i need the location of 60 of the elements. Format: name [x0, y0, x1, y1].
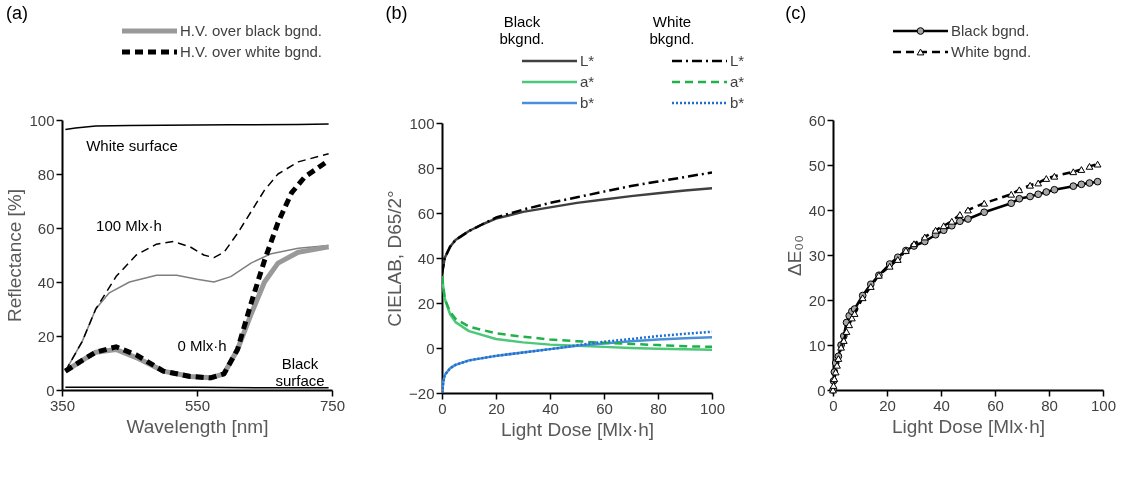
- x-tick-label: 550: [184, 396, 211, 414]
- legend-label: a*: [580, 73, 595, 90]
- y-tick-label: 0: [46, 381, 55, 399]
- x-tick-label: 750: [319, 396, 346, 414]
- y-tick-label: −20: [409, 384, 435, 402]
- chart-title: (b): [385, 3, 408, 23]
- x-tick-label: 0: [829, 396, 838, 414]
- y-tick-label: 40: [37, 273, 55, 291]
- y-tick-label: 60: [417, 204, 435, 222]
- y-tick-label: 80: [417, 159, 435, 177]
- annotation: Black surface: [275, 355, 325, 389]
- y-tick-label: 0: [426, 339, 435, 357]
- legend-label: H.V. over white bgnd.: [180, 43, 323, 60]
- chart-title: (c): [785, 3, 807, 23]
- x-tick-label: 350: [49, 396, 76, 414]
- x-tick-label: 80: [1041, 396, 1058, 414]
- y-tick-label: 30: [808, 246, 826, 264]
- x-tick-label: 100: [699, 399, 726, 417]
- y-tick-label: 80: [37, 165, 55, 183]
- x-tick-label: 80: [650, 399, 667, 417]
- x-axis-title: Wavelength [nm]: [126, 415, 269, 437]
- annotation: 100 Mlx·h: [96, 217, 162, 234]
- x-tick-label: 40: [542, 399, 559, 417]
- y-tick-label: 10: [808, 336, 826, 354]
- x-tick-label: 40: [933, 396, 950, 414]
- x-axis-title: Light Dose [Mlx·h]: [500, 418, 655, 440]
- y-axis-title: CIELAB, D65/2°: [384, 190, 406, 327]
- y-tick-label: 20: [417, 294, 435, 312]
- legend-label: L*: [730, 52, 745, 69]
- x-tick-label: 60: [596, 399, 613, 417]
- chart-title: (a): [5, 3, 28, 23]
- text: White bkgnd.: [649, 13, 695, 47]
- legend-label: H.V. over black bgnd.: [180, 22, 323, 39]
- y-tick-label: 60: [37, 219, 55, 237]
- y-tick-label: 0: [817, 381, 826, 399]
- x-axis-title: Light Dose [Mlx·h]: [891, 415, 1046, 437]
- y-tick-label: 100: [409, 114, 435, 132]
- legend-label: Black bgnd.: [951, 22, 1030, 39]
- legend-label: a*: [730, 73, 745, 90]
- y-tick-label: 40: [808, 201, 826, 219]
- y-tick-label: 20: [808, 291, 826, 309]
- y-tick-label: 50: [808, 156, 826, 174]
- y-tick-label: 20: [37, 327, 55, 345]
- y-tick-label: 40: [417, 249, 435, 267]
- x-tick-label: 60: [987, 396, 1004, 414]
- x-tick-label: 20: [488, 399, 505, 417]
- legend-label: b*: [730, 94, 745, 111]
- legend-label: White bgnd.: [951, 43, 1032, 60]
- y-axis-title: Reflectance [%]: [4, 188, 26, 323]
- y-axis-title: ΔE₀₀: [783, 234, 805, 277]
- y-tick-label: 100: [29, 111, 55, 129]
- x-tick-label: 100: [1090, 396, 1117, 414]
- y-tick-label: 60: [808, 111, 826, 129]
- legend-label: b*: [580, 94, 595, 111]
- text: Black bkgnd.: [499, 13, 545, 47]
- x-tick-label: 0: [438, 399, 447, 417]
- x-tick-label: 20: [879, 396, 896, 414]
- annotation: White surface: [86, 137, 178, 154]
- legend-label: L*: [580, 52, 595, 69]
- annotation: 0 Mlx·h: [177, 337, 227, 354]
